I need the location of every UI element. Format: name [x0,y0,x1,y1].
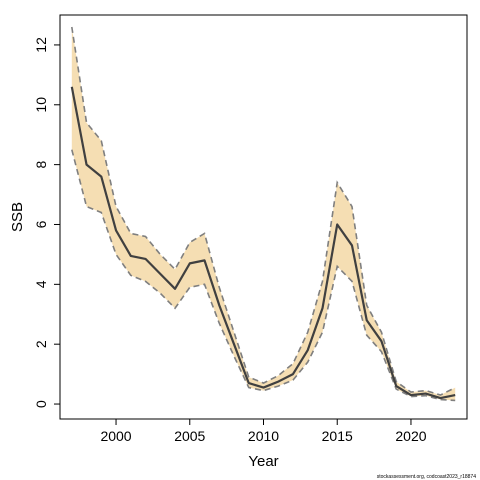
y-tick-label: 0 [33,400,49,408]
lower-bound-line [71,149,456,402]
x-tick-label: 2000 [100,428,131,444]
ssb-estimate-line [70,86,456,400]
x-tick-label: 2005 [174,428,205,444]
axes: 2000 2005 2010 2015 2020 0 2 4 6 8 10 12 [33,37,427,444]
y-tick-label: 2 [33,340,49,348]
y-tick-label: 6 [33,220,49,228]
x-axis-title: Year [248,453,278,470]
plot-area [70,26,456,402]
y-tick-label: 4 [33,280,49,288]
x-tick-label: 2010 [248,428,279,444]
confidence-band [71,26,456,401]
y-tick-label: 12 [33,37,49,53]
x-tick-label: 2015 [322,428,353,444]
y-axis-title: SSB [9,202,26,232]
footnote: stockassessment.org, codcoast2023_r18874 [377,474,476,480]
x-tick-label: 2020 [395,428,426,444]
upper-bound-line [71,26,456,396]
y-tick-label: 8 [33,161,49,169]
y-tick-label: 10 [33,97,49,113]
